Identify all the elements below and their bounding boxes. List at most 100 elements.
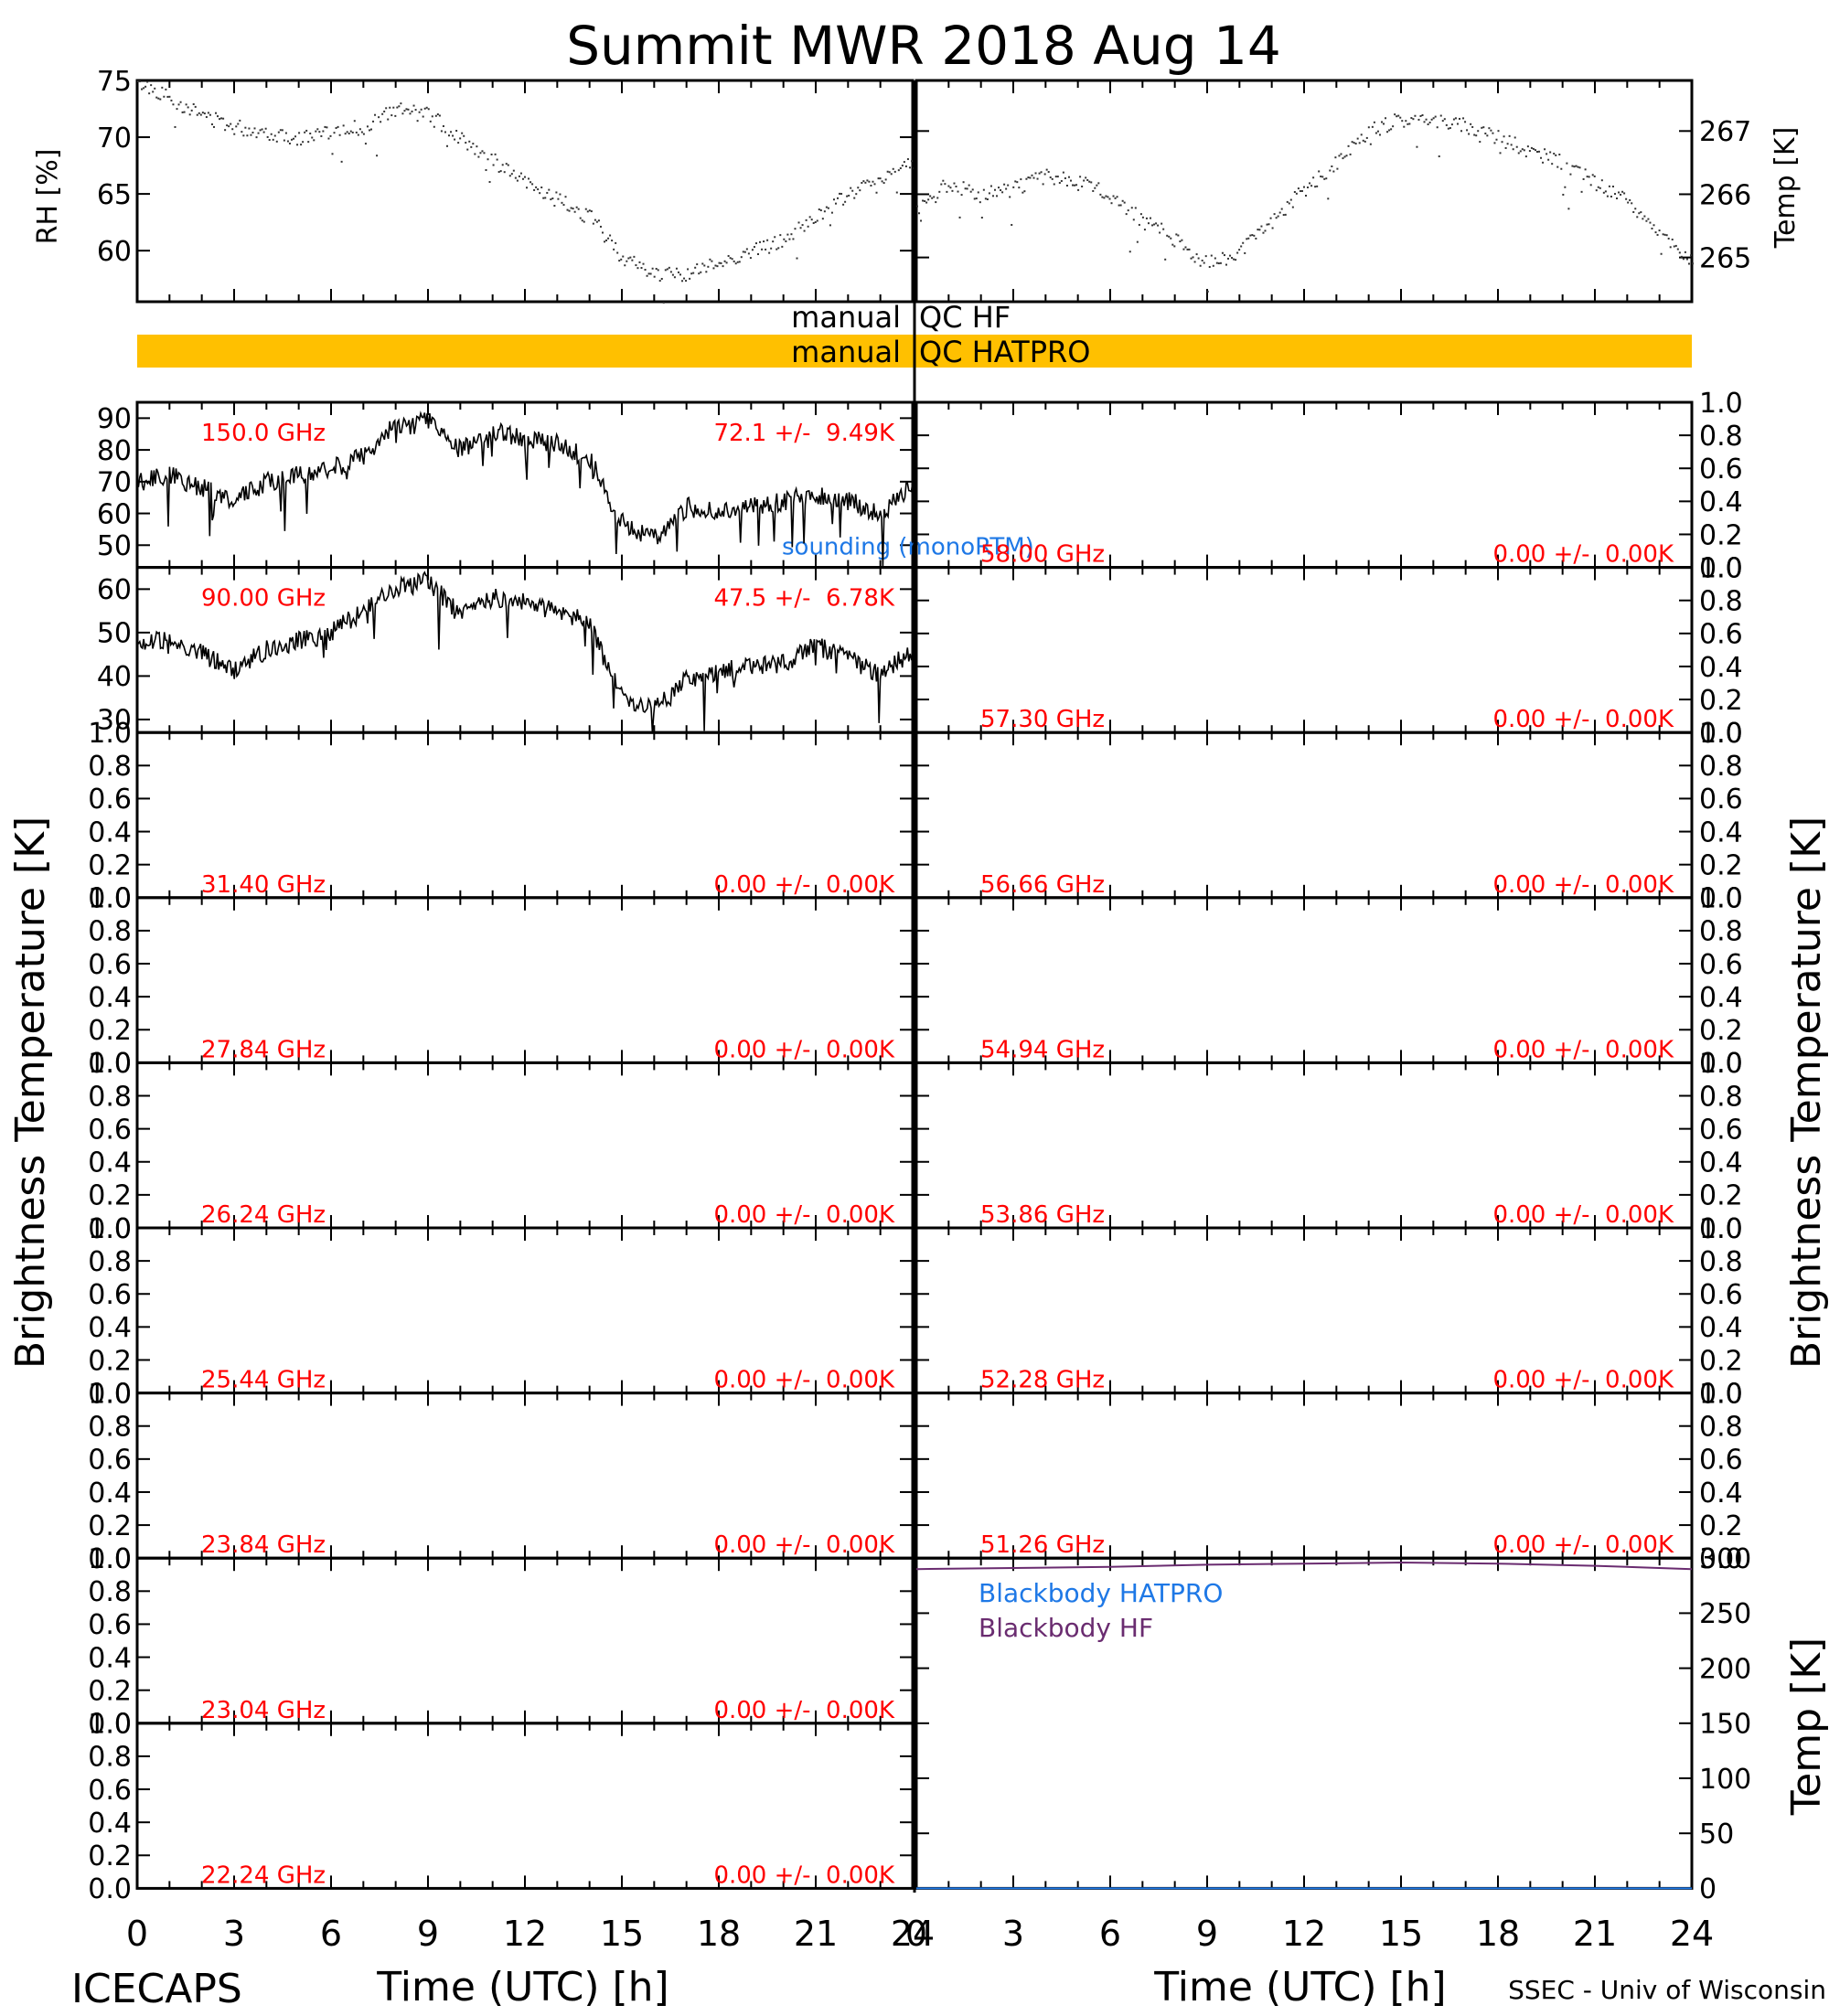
data-point — [615, 241, 617, 244]
data-point — [893, 170, 896, 173]
data-point — [669, 271, 672, 273]
data-point — [521, 177, 524, 180]
data-point — [320, 134, 323, 137]
data-point — [1125, 213, 1128, 216]
data-point — [212, 125, 215, 128]
data-point — [390, 114, 393, 117]
data-point — [150, 84, 153, 87]
y-tick-label: 0.6 — [88, 949, 132, 981]
data-point — [683, 277, 686, 280]
data-point — [198, 112, 200, 114]
data-point — [1454, 117, 1457, 120]
data-point — [1110, 202, 1113, 205]
data-point — [1414, 114, 1417, 117]
y-tick-label: 300 — [1699, 1543, 1751, 1575]
y-tick-label: 0.4 — [1699, 816, 1743, 848]
data-point — [1443, 118, 1446, 121]
data-point — [1501, 141, 1503, 144]
data-point — [190, 109, 193, 112]
y-tick-label: 0.6 — [1699, 949, 1743, 981]
temp-y-axis-label: Temp [K] — [1770, 127, 1802, 250]
data-point — [1392, 125, 1395, 128]
data-point — [1145, 217, 1148, 219]
data-point — [958, 216, 961, 219]
series-line — [136, 571, 914, 733]
x-tick-label: 24 — [891, 1914, 935, 1954]
data-point — [1636, 216, 1639, 219]
data-point — [895, 191, 898, 194]
data-point — [886, 170, 889, 173]
data-point — [1555, 154, 1557, 156]
data-point — [401, 112, 404, 115]
data-point — [1210, 254, 1213, 257]
data-point — [1567, 208, 1570, 210]
data-point — [679, 273, 681, 276]
data-point — [298, 132, 301, 134]
data-point — [1546, 153, 1548, 155]
y-tick-label: 0.2 — [88, 1840, 132, 1872]
data-point — [604, 240, 606, 243]
data-point — [431, 115, 433, 118]
data-point — [1432, 117, 1435, 120]
data-point — [348, 133, 350, 135]
data-point — [346, 131, 348, 133]
y-tick-label: 0.2 — [88, 849, 132, 881]
data-point — [723, 260, 726, 262]
data-point — [583, 220, 585, 223]
y-tick-label: 50 — [1699, 1819, 1734, 1851]
y-tick-label: 265 — [1699, 242, 1751, 274]
y-tick-label: 0.6 — [1699, 1279, 1743, 1311]
data-point — [1310, 185, 1313, 187]
data-point — [690, 272, 693, 275]
data-point — [450, 131, 453, 133]
y-tick-label: 0.2 — [88, 1510, 132, 1542]
data-point — [906, 158, 909, 161]
data-point — [544, 197, 547, 199]
data-point — [207, 112, 209, 114]
data-point — [1421, 113, 1424, 116]
channel-stats-label: 0.00 +/- 0.00K — [713, 1697, 895, 1724]
x-tick-label: 21 — [1573, 1914, 1617, 1954]
panel-ch-27.84: 0.00.20.40.60.81.027.84 GHz 0.00 +/- 0.00… — [88, 883, 914, 1080]
data-point — [349, 130, 352, 133]
data-point — [1374, 132, 1377, 134]
data-point — [1466, 129, 1469, 132]
data-point — [1325, 177, 1328, 180]
data-point — [1235, 259, 1237, 261]
data-point — [1318, 170, 1321, 173]
data-point — [357, 133, 359, 136]
data-point — [1199, 264, 1202, 267]
left-y-axis-label: Brightness Temperature [K] — [7, 816, 54, 1369]
data-point — [523, 176, 526, 178]
data-point — [712, 267, 715, 270]
data-point — [882, 182, 885, 185]
y-tick-label: 1.0 — [1699, 883, 1743, 915]
data-point — [830, 211, 833, 214]
channel-frequency-label: 54.94 GHz — [980, 1036, 1105, 1063]
data-point — [840, 192, 843, 195]
data-point — [392, 106, 395, 109]
data-point — [1383, 123, 1385, 125]
data-point — [1329, 169, 1332, 172]
data-point — [1458, 117, 1460, 120]
data-point — [407, 108, 410, 111]
data-point — [1553, 153, 1556, 155]
y-tick-label: 0.0 — [1699, 1378, 1743, 1410]
data-point — [1217, 262, 1220, 265]
data-point — [927, 198, 930, 201]
data-point — [564, 196, 567, 198]
data-point — [360, 131, 363, 133]
data-point — [649, 272, 652, 275]
y-tick-label: 0.6 — [88, 1775, 132, 1807]
data-point — [1003, 183, 1006, 186]
data-point — [1053, 183, 1055, 186]
data-point — [1001, 191, 1004, 194]
data-point — [1271, 227, 1274, 229]
data-point — [1510, 144, 1513, 146]
data-point — [313, 139, 316, 142]
data-point — [1430, 118, 1433, 121]
data-point — [613, 248, 615, 251]
panel-ch-23.84: 0.00.20.40.60.81.023.84 GHz 0.00 +/- 0.00… — [88, 1378, 914, 1575]
data-point — [1473, 133, 1476, 136]
data-point — [753, 246, 755, 249]
